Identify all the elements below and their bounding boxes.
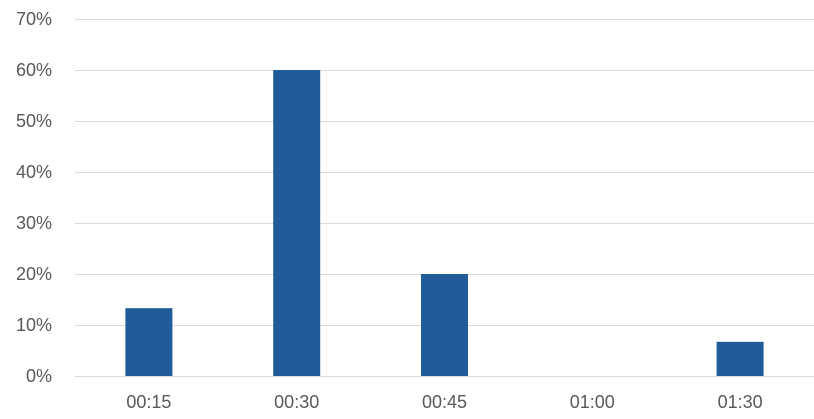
x-axis-tick-labels: 00:15 00:30 00:45 01:00 01:30 (126, 392, 762, 412)
x-tick-label: 01:00 (570, 392, 615, 412)
bar-01-30 (717, 342, 764, 376)
y-axis-tick-labels: 0% 10% 20% 30% 40% 50% 60% 70% (16, 9, 52, 386)
y-tick-label: 0% (26, 366, 52, 386)
x-tick-label: 00:45 (422, 392, 467, 412)
y-tick-label: 70% (16, 9, 52, 29)
x-tick-label: 00:30 (274, 392, 319, 412)
y-tick-label: 10% (16, 315, 52, 335)
y-tick-label: 50% (16, 111, 52, 131)
x-tick-label: 01:30 (718, 392, 763, 412)
bar-00-15 (125, 308, 172, 376)
bar-00-45 (421, 274, 468, 376)
y-tick-label: 30% (16, 213, 52, 233)
y-tick-label: 60% (16, 60, 52, 80)
bar-00-30 (273, 70, 320, 376)
x-tick-label: 00:15 (126, 392, 171, 412)
y-tick-label: 40% (16, 162, 52, 182)
y-tick-label: 20% (16, 264, 52, 284)
